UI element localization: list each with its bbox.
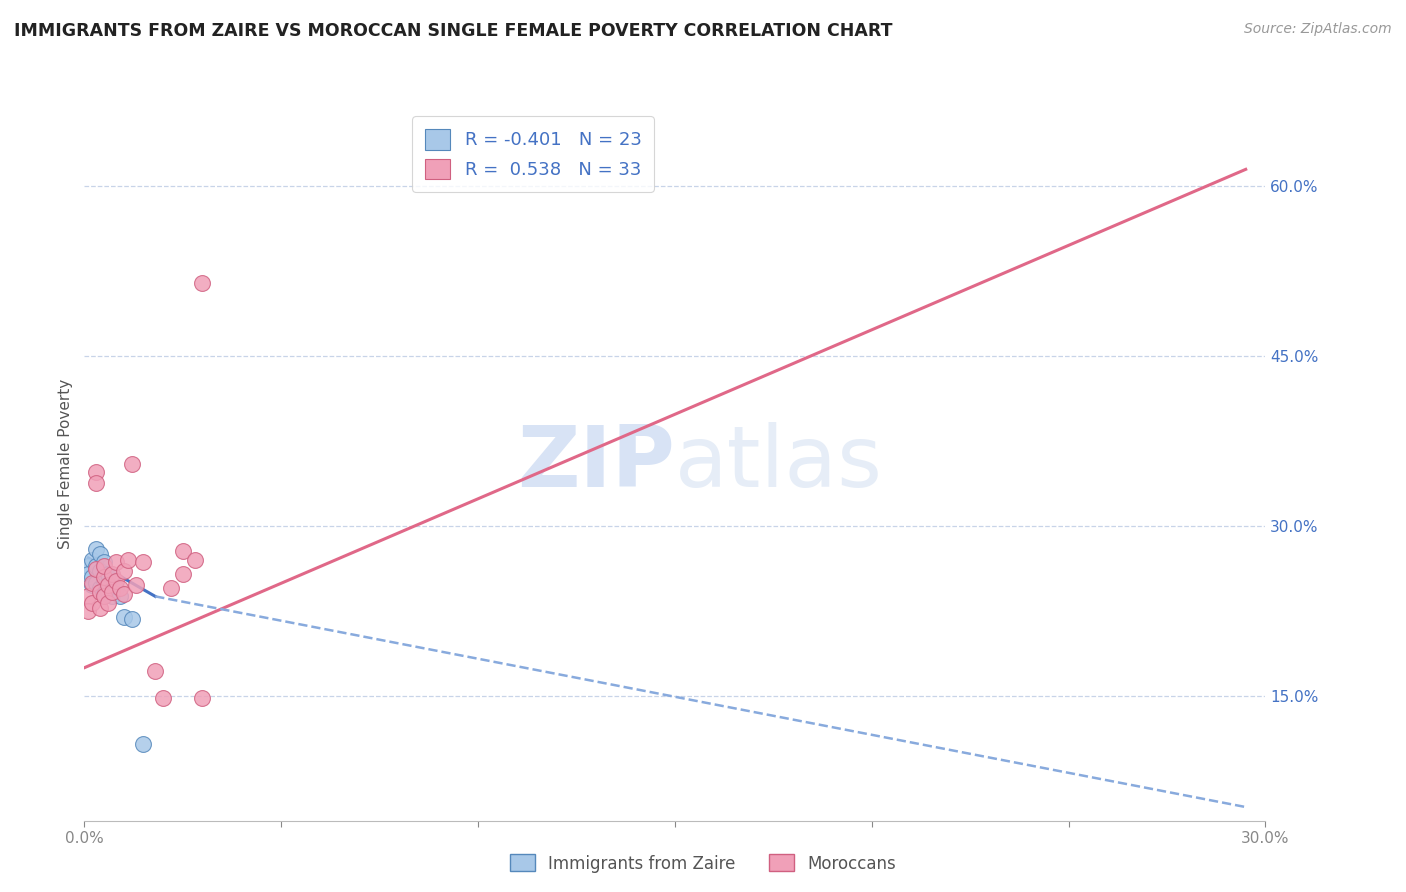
Point	[132, 737, 155, 751]
Point	[77, 558, 100, 573]
Point	[104, 574, 127, 588]
Point	[84, 541, 107, 556]
Point	[93, 570, 115, 584]
Point	[191, 691, 214, 706]
Point	[84, 465, 107, 479]
Point	[84, 575, 107, 590]
Point	[93, 558, 115, 573]
Point	[183, 553, 205, 567]
Point	[97, 566, 120, 581]
Point	[101, 566, 124, 581]
Point	[93, 590, 115, 604]
Point	[93, 587, 115, 601]
Text: IMMIGRANTS FROM ZAIRE VS MOROCCAN SINGLE FEMALE POVERTY CORRELATION CHART: IMMIGRANTS FROM ZAIRE VS MOROCCAN SINGLE…	[14, 22, 893, 40]
Point	[82, 578, 104, 592]
Text: atlas: atlas	[675, 422, 883, 506]
Point	[89, 600, 111, 615]
Point	[121, 612, 143, 626]
Point	[97, 584, 120, 599]
Point	[84, 476, 107, 491]
Point	[82, 570, 104, 584]
Point	[93, 555, 115, 569]
Point	[104, 582, 127, 596]
Point	[132, 555, 155, 569]
Point	[84, 562, 107, 576]
Point	[89, 582, 111, 596]
Point	[89, 584, 111, 599]
Legend: R = -0.401   N = 23, R =  0.538   N = 33: R = -0.401 N = 23, R = 0.538 N = 33	[412, 116, 654, 192]
Point	[124, 578, 146, 592]
Point	[191, 276, 214, 290]
Point	[82, 596, 104, 610]
Y-axis label: Single Female Poverty: Single Female Poverty	[58, 379, 73, 549]
Point	[77, 590, 100, 604]
Point	[101, 570, 124, 584]
Point	[93, 574, 115, 588]
Point	[108, 582, 131, 596]
Point	[82, 575, 104, 590]
Point	[152, 691, 174, 706]
Point	[101, 584, 124, 599]
Point	[82, 553, 104, 567]
Point	[89, 548, 111, 562]
Point	[143, 664, 166, 678]
Point	[104, 555, 127, 569]
Point	[112, 565, 135, 579]
Point	[108, 590, 131, 604]
Point	[77, 566, 100, 581]
Point	[172, 544, 194, 558]
Text: ZIP: ZIP	[517, 422, 675, 506]
Point	[117, 553, 139, 567]
Point	[160, 582, 183, 596]
Point	[84, 558, 107, 573]
Point	[77, 604, 100, 618]
Point	[97, 596, 120, 610]
Point	[112, 587, 135, 601]
Text: Source: ZipAtlas.com: Source: ZipAtlas.com	[1244, 22, 1392, 37]
Point	[112, 609, 135, 624]
Legend: Immigrants from Zaire, Moroccans: Immigrants from Zaire, Moroccans	[503, 847, 903, 880]
Point	[89, 565, 111, 579]
Point	[172, 566, 194, 581]
Point	[121, 457, 143, 471]
Point	[97, 578, 120, 592]
Point	[101, 590, 124, 604]
